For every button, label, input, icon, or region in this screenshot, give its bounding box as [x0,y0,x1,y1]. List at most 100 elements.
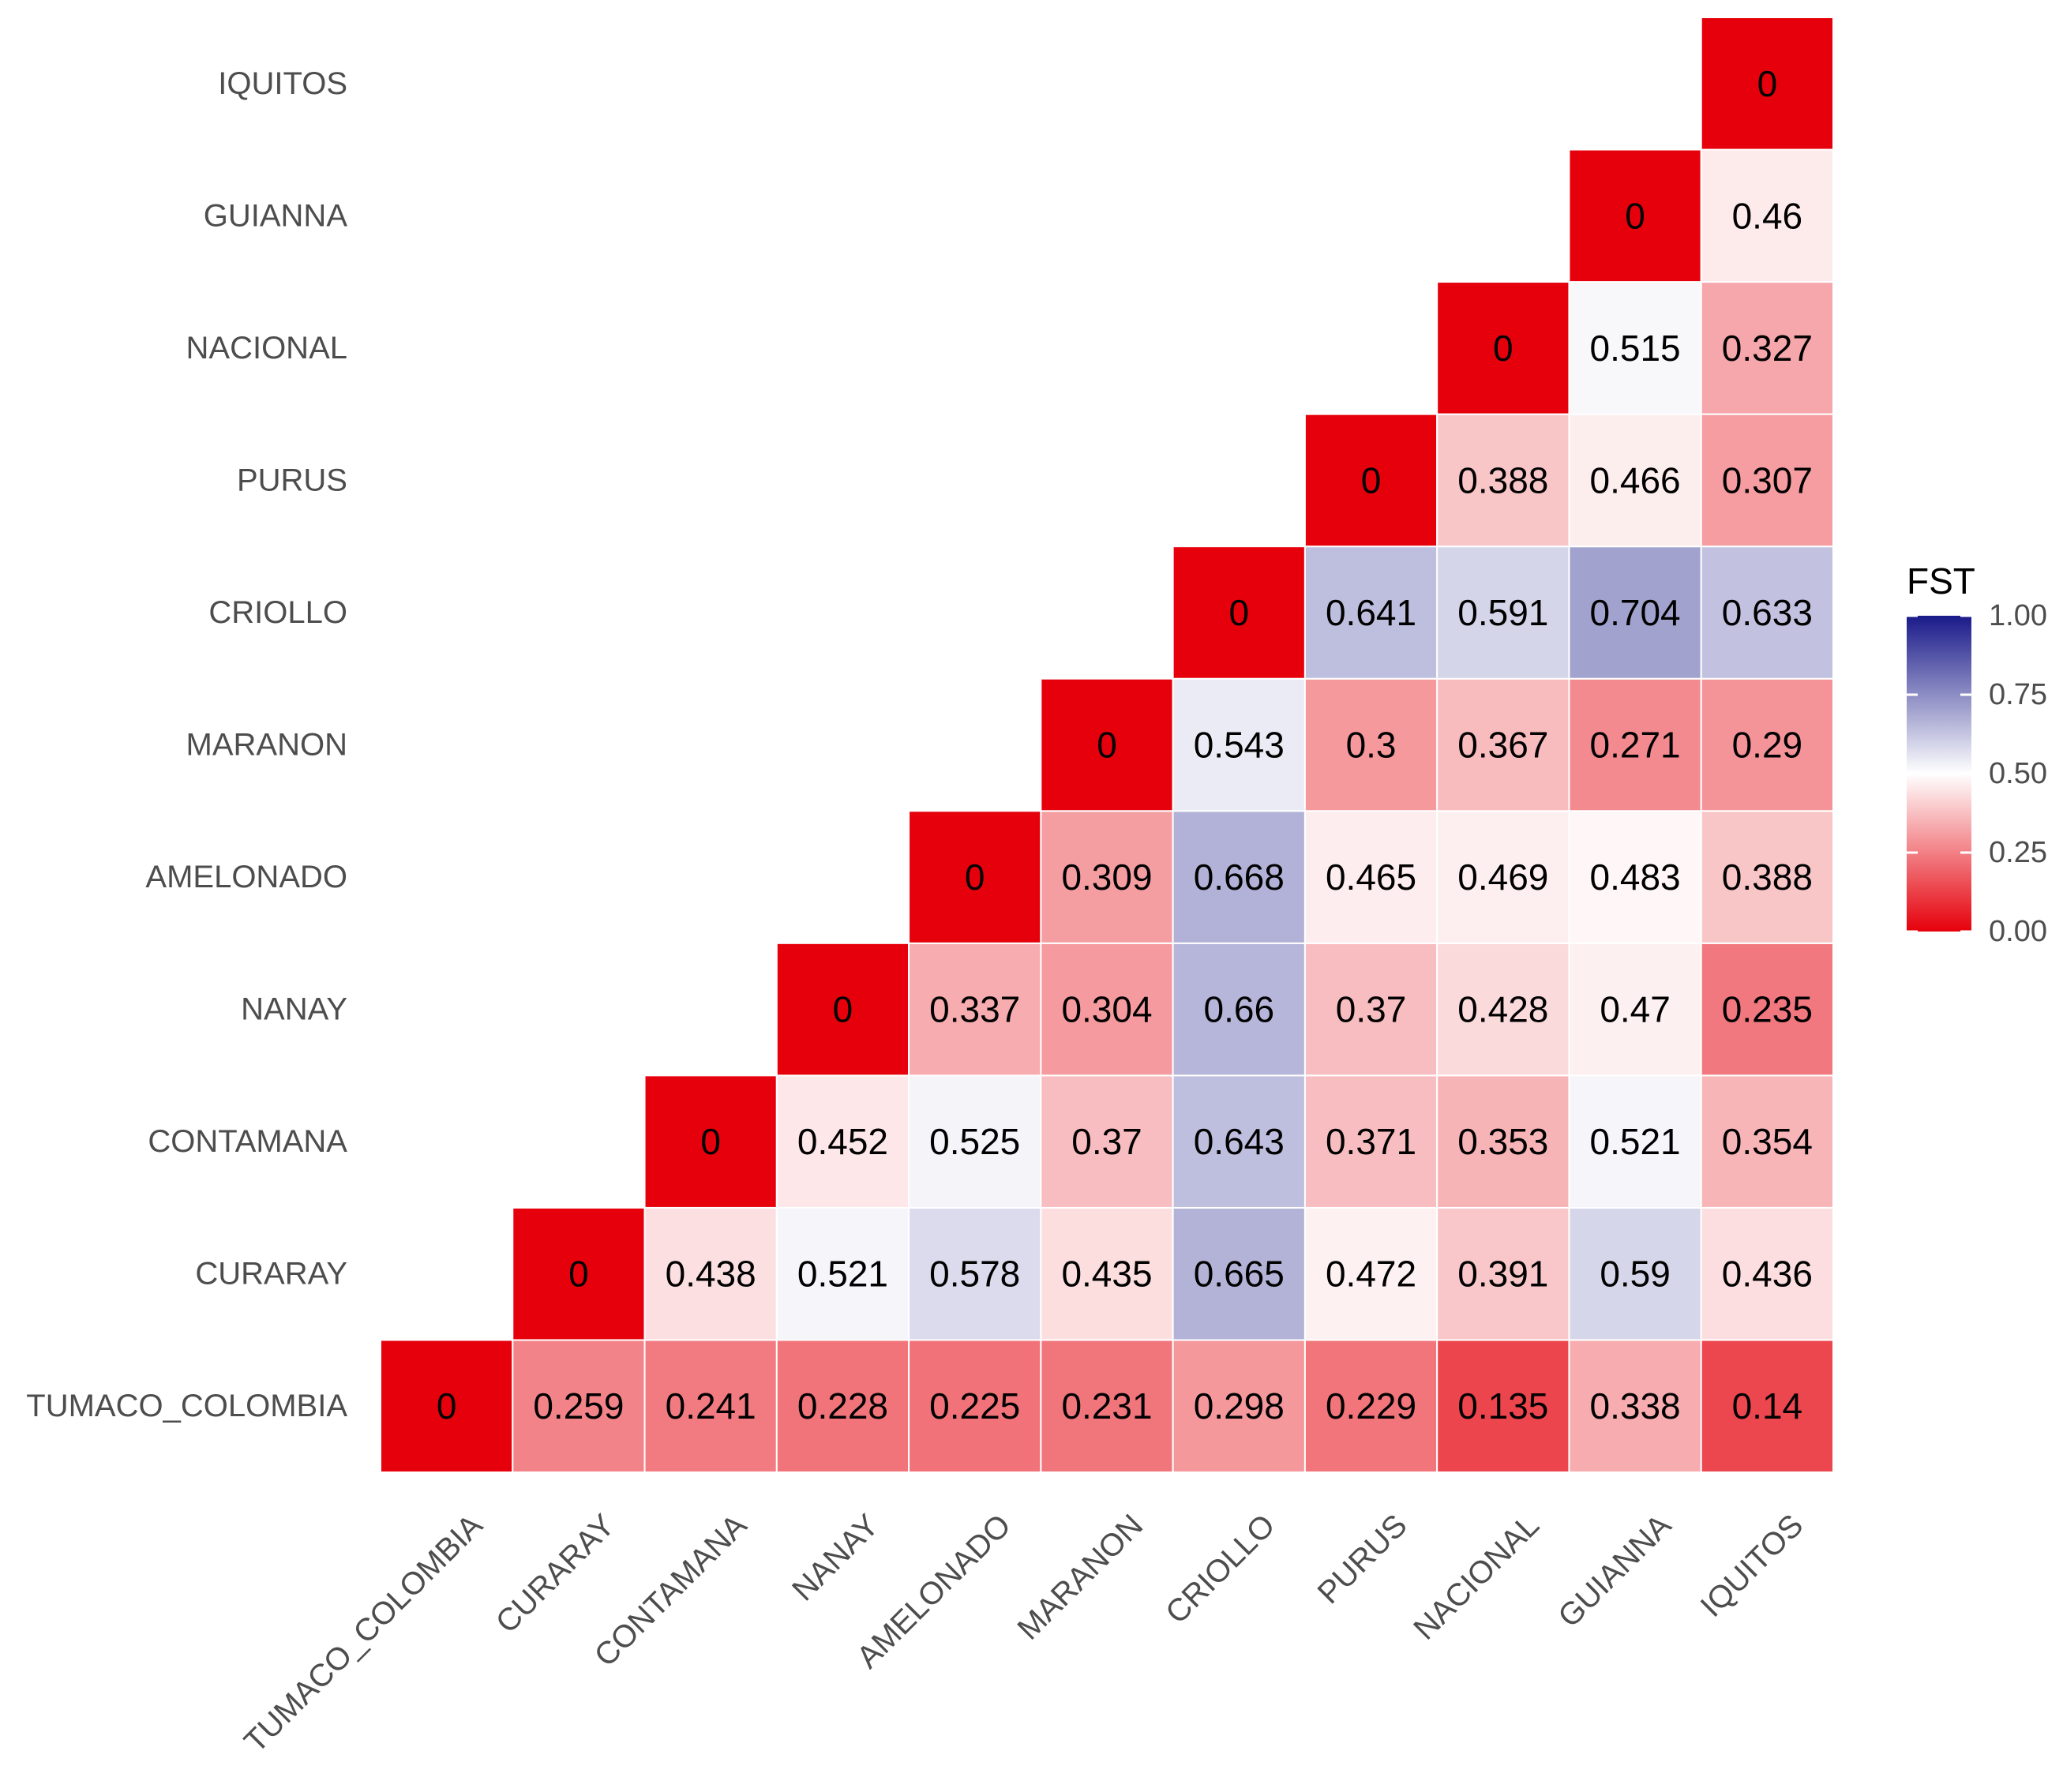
cell-value-label: 0.668 [1194,857,1285,898]
heatmap-cell [1568,1339,1702,1474]
cell-value-label: 0.641 [1326,592,1416,633]
heatmap-cell [1568,281,1702,415]
cell-value-label: 0 [437,1385,457,1426]
y-tick-label: CONTAMANA [148,1124,347,1159]
heatmap-cell [1700,17,1835,151]
y-tick-label: CURARAY [195,1257,347,1292]
heatmap-cell [1040,810,1174,944]
cell-value-label: 0.438 [666,1254,756,1295]
cell-value-label: 0 [1493,328,1513,369]
x-tick-label: GUIANNA [1551,1508,1678,1634]
cell-value-label: 0.66 [1204,989,1275,1030]
legend-title: FST [1907,560,1975,602]
heatmap-cell [1568,148,1702,283]
heatmap-cell [1040,677,1174,812]
heatmap-cell [1700,413,1835,548]
cell-value-label: 0 [700,1121,721,1162]
legend: FST 0.00 0.25 0.50 0.75 1.00 [1907,560,2047,948]
heatmap-cell [1568,677,1702,812]
cell-value-label: 0.435 [1061,1254,1152,1295]
cell-value-label: 0.47 [1600,989,1671,1030]
cell-value-label: 0.469 [1457,857,1548,898]
cell-value-label: 0.388 [1722,857,1813,898]
heatmap-cell [1436,1074,1570,1209]
heatmap-cell [1568,1206,1702,1341]
heatmap-cell [1436,677,1570,812]
cell-value-label: 0.543 [1194,725,1285,766]
heatmap-cell [1040,1339,1174,1474]
y-tick-label: NACIONAL [186,331,348,366]
cell-value-label: 0.521 [1590,1121,1681,1162]
cell-value-label: 0 [965,857,985,898]
heatmap-cell [1436,942,1570,1077]
x-tick-label: NACIONAL [1407,1508,1546,1647]
cell-value-label: 0.231 [1061,1385,1152,1426]
heatmap-cell [1303,810,1438,944]
heatmap-cell [1700,1206,1835,1341]
cell-value-label: 0.37 [1071,1121,1142,1162]
heatmap-cell [1172,1339,1306,1474]
cell-value-label: 0.304 [1061,989,1152,1030]
cell-value-label: 0.436 [1722,1254,1813,1295]
cell-value-label: 0 [1625,195,1645,236]
heatmap-cell [1700,281,1835,415]
heatmap-cell [1700,1339,1835,1474]
heatmap-cell [1700,1074,1835,1209]
y-tick-label: NANAY [241,992,347,1027]
cell-value-label: 0.483 [1590,857,1681,898]
x-tick-label: IQUITOS [1694,1508,1810,1624]
cell-value-label: 0.229 [1326,1385,1416,1426]
cell-value-label: 0.428 [1457,989,1548,1030]
heatmap-cell [1303,1074,1438,1209]
cell-value-label: 0.307 [1722,459,1813,500]
heatmap-cell [1040,1206,1174,1341]
heatmap-cell [1303,545,1438,680]
cell-value-label: 0 [1361,459,1382,500]
heatmap-cell [1568,413,1702,548]
legend-tick-label: 1.00 [1989,599,2047,632]
heatmap-cell [380,1339,514,1474]
heatmap-cell [1700,942,1835,1077]
cell-value-label: 0.578 [929,1254,1020,1295]
heatmap-cell [1436,413,1570,548]
y-tick-label: AMELONADO [145,860,347,894]
cell-value-label: 0 [833,989,853,1030]
cell-value-label: 0.391 [1457,1254,1548,1295]
heatmap-cell [775,942,910,1077]
cell-value-label: 0.643 [1194,1121,1285,1162]
y-tick-label: IQUITOS [218,66,347,101]
cell-value-label: 0.37 [1336,989,1407,1030]
x-tick-label: TUMACO_COLOMBIA [238,1508,489,1760]
legend-tick-label: 0.00 [1989,915,2047,948]
heatmap-cell [643,1074,778,1209]
legend-tick-label: 0.25 [1989,836,2047,869]
heatmap-cell [1436,545,1570,680]
cell-value-label: 0.466 [1590,459,1681,500]
cell-value-label: 0.591 [1457,592,1548,633]
cell-value-label: 0.14 [1732,1385,1803,1426]
heatmap-cell [1303,1206,1438,1341]
cell-value-label: 0.309 [1061,857,1152,898]
heatmap-cell [512,1206,646,1341]
cell-value-label: 0.521 [797,1254,888,1295]
cell-value-label: 0.367 [1457,725,1548,766]
y-tick-label: TUMACO_COLOMBIA [26,1389,347,1423]
cell-value-label: 0.235 [1722,989,1813,1030]
x-tick-label: MARANON [1011,1508,1150,1647]
cell-value-label: 0.338 [1590,1385,1681,1426]
heatmap-cell [1172,810,1306,944]
heatmap-cell [1436,1339,1570,1474]
x-tick-label: NANAY [786,1508,885,1607]
heatmap-cell [908,1339,1042,1474]
heatmap-cell [1172,677,1306,812]
heatmap-cell [908,810,1042,944]
y-tick-label: MARANON [186,728,347,763]
cell-value-label: 0.388 [1457,459,1548,500]
cell-value-label: 0.465 [1326,857,1416,898]
cell-value-label: 0.29 [1732,725,1803,766]
x-tick-label: PURUS [1311,1508,1414,1610]
x-tick-label: CRIOLLO [1159,1508,1281,1630]
cell-value-label: 0.472 [1326,1254,1416,1295]
